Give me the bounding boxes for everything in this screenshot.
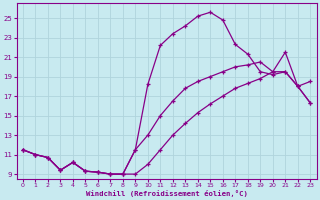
X-axis label: Windchill (Refroidissement éolien,°C): Windchill (Refroidissement éolien,°C) xyxy=(86,190,248,197)
